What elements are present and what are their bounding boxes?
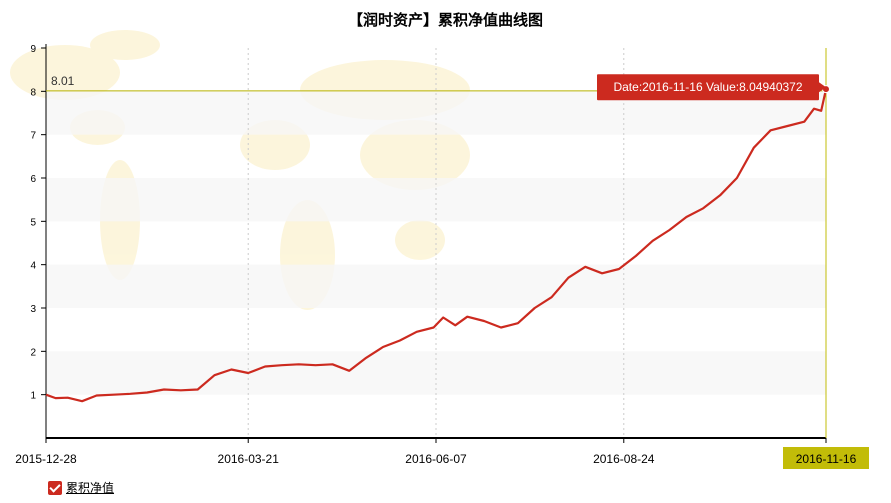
map-blob: [90, 30, 160, 60]
y-tick-label: 2: [30, 347, 36, 358]
x-tick-label-highlighted: 2016-11-16: [796, 452, 857, 466]
x-tick-label: 2016-06-07: [405, 452, 467, 466]
x-tick-label: 2015-12-28: [15, 452, 77, 466]
x-tick-label: 2016-03-21: [218, 452, 280, 466]
y-tick-label: 4: [30, 261, 36, 272]
legend-label[interactable]: 累积净值: [66, 481, 115, 495]
legend[interactable]: 累积净值: [48, 479, 114, 496]
grid-band: [46, 264, 826, 308]
y-tick-label: 5: [30, 217, 36, 228]
map-blob: [10, 45, 120, 100]
reference-line-label: 8.01: [51, 74, 75, 88]
x-tick-label: 2016-08-24: [593, 452, 655, 466]
y-tick-label: 7: [30, 131, 36, 142]
map-blob: [395, 220, 445, 260]
tooltip-text: Date:2016-11-16 Value:8.04940372: [613, 80, 802, 94]
y-tick-label: 1: [30, 391, 36, 402]
chart-title: 【润时资产】累积净值曲线图: [347, 12, 543, 29]
series-line: [45, 88, 828, 403]
y-tick-label: 9: [30, 44, 36, 55]
tooltip-box: [597, 74, 819, 101]
tooltip-arrow: [819, 82, 826, 93]
legend-checkbox-icon[interactable]: [48, 480, 62, 495]
map-blob: [380, 130, 440, 185]
y-tick-label: 8: [30, 87, 36, 98]
y-tick-label: 6: [30, 174, 36, 185]
y-tick-label: 3: [30, 304, 36, 315]
x-tick-highlight: [783, 447, 869, 469]
